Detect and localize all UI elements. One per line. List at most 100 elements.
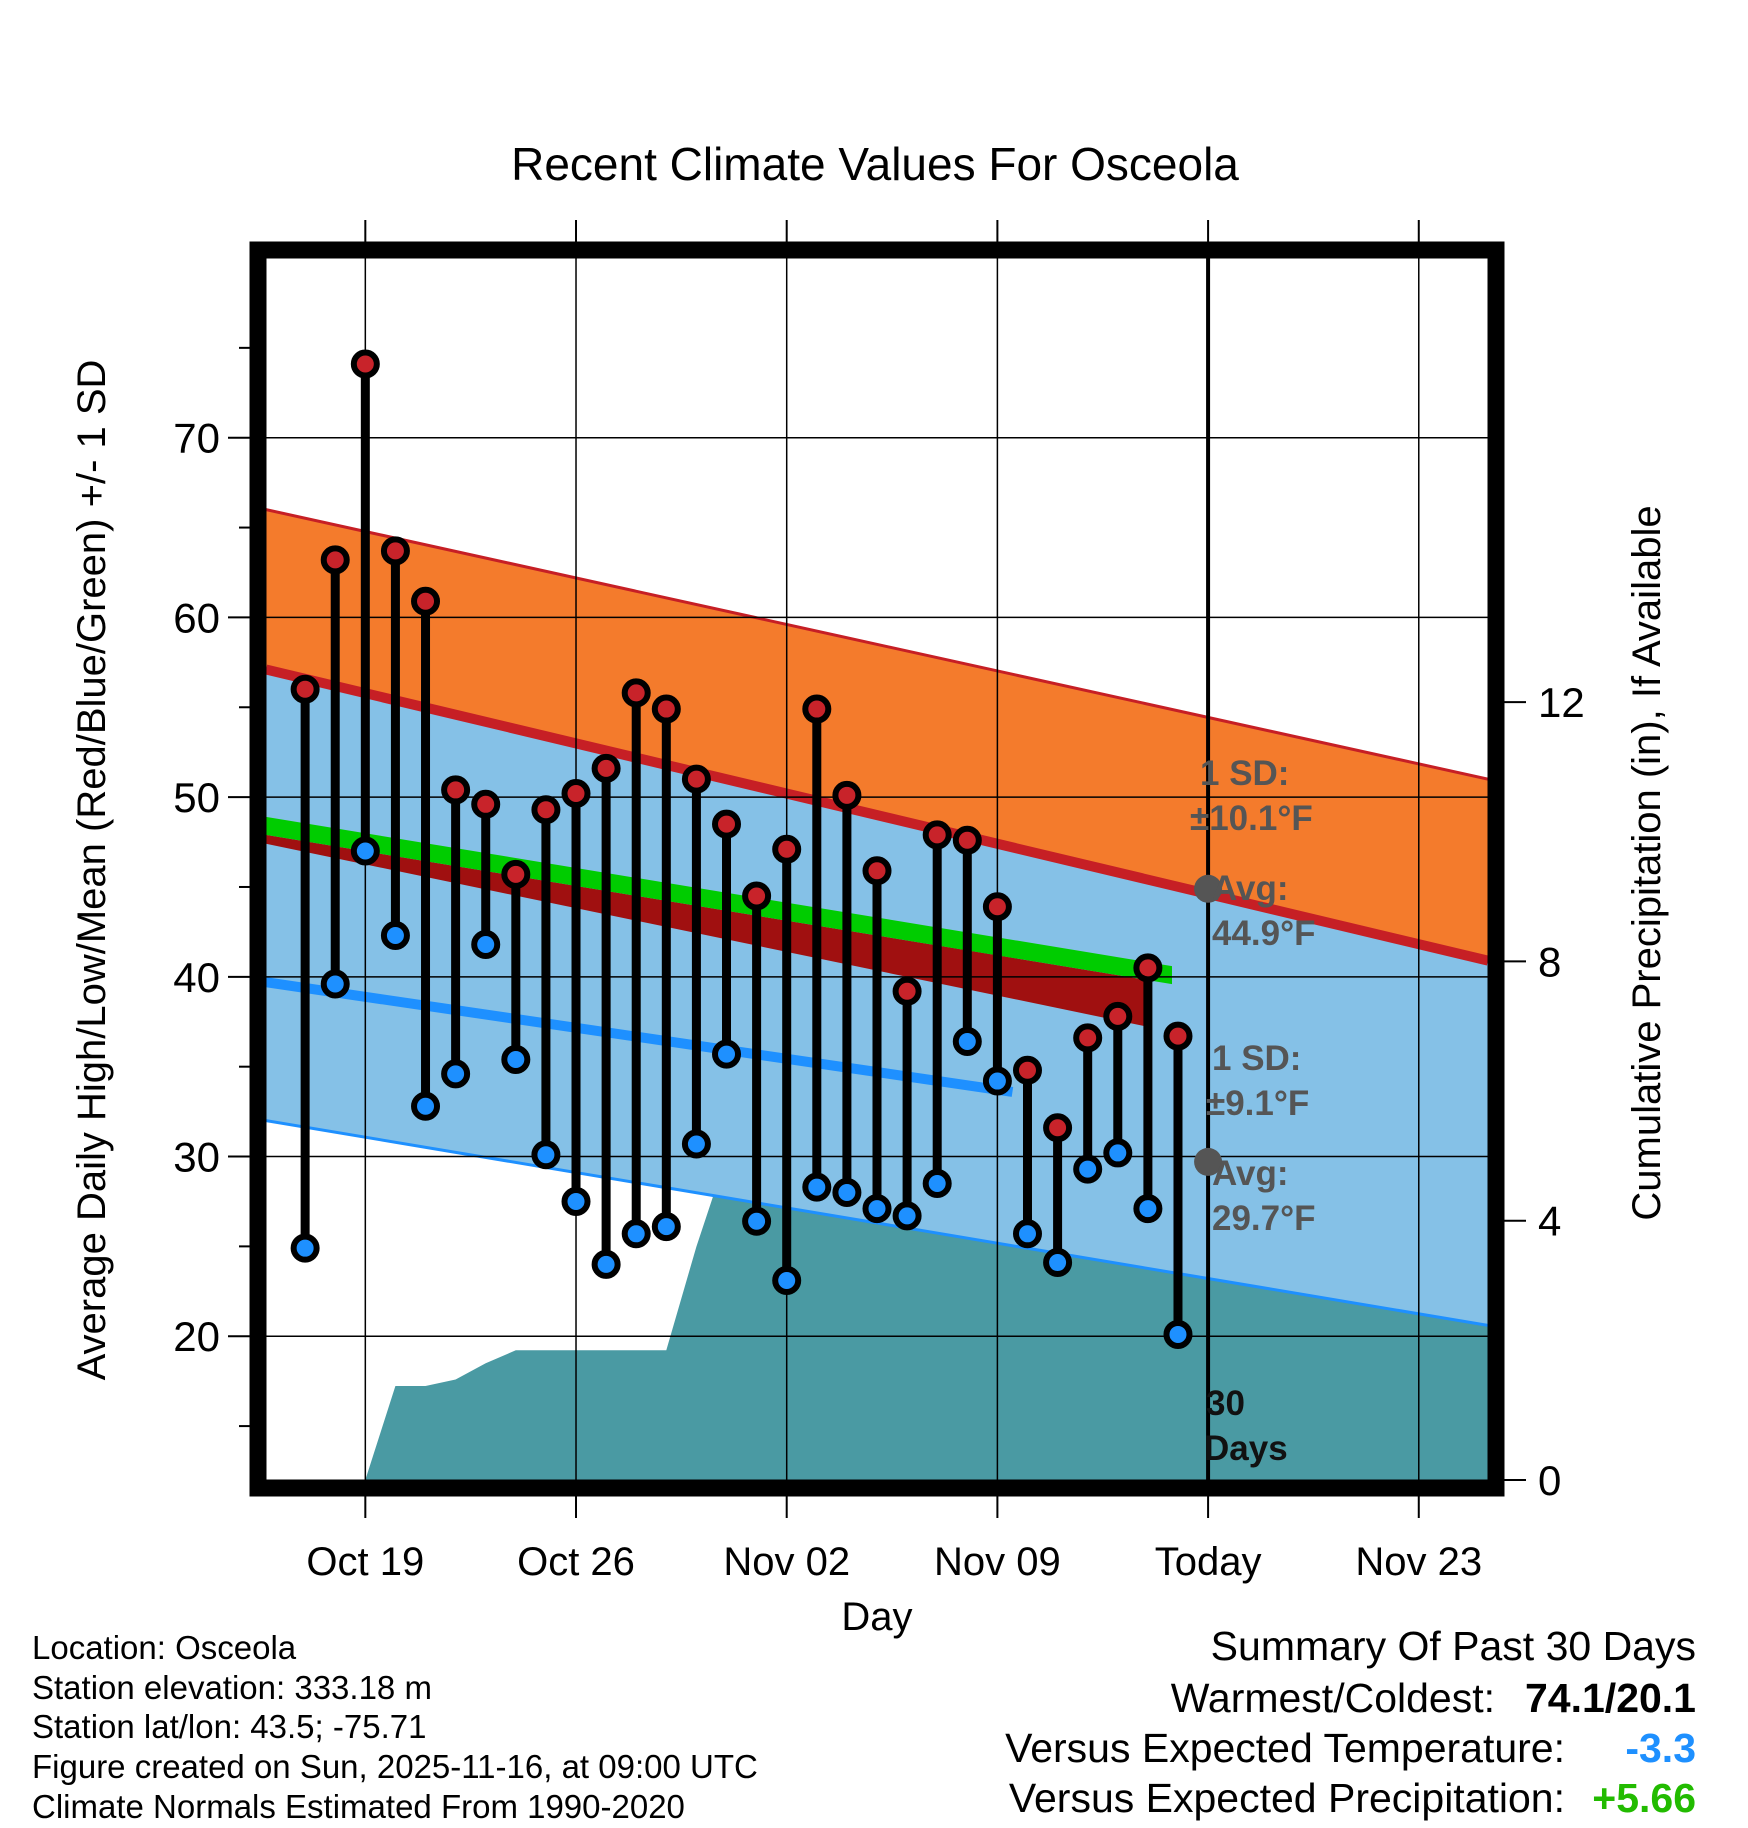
y2-axis-label: Cumulative Precipitation (in), If Availa… bbox=[1625, 505, 1669, 1220]
y-tick-label: 60 bbox=[173, 594, 220, 641]
daily-high-point bbox=[1133, 953, 1163, 983]
daily-low-point bbox=[350, 836, 380, 866]
daily-values bbox=[290, 349, 1193, 1349]
daily-low-point bbox=[892, 1201, 922, 1231]
daily-record bbox=[712, 809, 742, 1069]
info-location: Location: Osceola bbox=[32, 1629, 297, 1666]
daily-record bbox=[441, 775, 471, 1089]
summary-title: Summary Of Past 30 Days bbox=[1211, 1623, 1696, 1669]
daily-high-point bbox=[350, 349, 380, 379]
x-tick-label: Nov 02 bbox=[723, 1540, 850, 1584]
daily-low-point bbox=[712, 1039, 742, 1069]
daily-high-point bbox=[651, 694, 681, 724]
daily-high-point bbox=[772, 834, 802, 864]
info-elevation: Station elevation: 333.18 m bbox=[32, 1669, 432, 1706]
daily-low-point bbox=[1163, 1319, 1193, 1349]
daily-record bbox=[1133, 953, 1163, 1224]
y-tick-label: 70 bbox=[173, 415, 220, 462]
daily-high-point bbox=[621, 678, 651, 708]
daily-low-point bbox=[1073, 1154, 1103, 1184]
x-tick-label: Today bbox=[1155, 1540, 1262, 1584]
daily-record bbox=[742, 881, 772, 1236]
daily-record bbox=[651, 694, 681, 1242]
daily-high-point bbox=[591, 753, 621, 783]
daily-record bbox=[982, 892, 1012, 1096]
low-avg-value: 29.7°F bbox=[1212, 1199, 1316, 1238]
daily-record bbox=[350, 349, 380, 866]
daily-high-point bbox=[712, 809, 742, 839]
summary-precip-label: Versus Expected Precipitation: bbox=[1009, 1775, 1565, 1821]
period-label-days: Days bbox=[1204, 1429, 1288, 1468]
plot-frame bbox=[249, 241, 1505, 1497]
daily-high-point bbox=[1043, 1113, 1073, 1143]
chart-title: Recent Climate Values For Osceola bbox=[511, 138, 1239, 190]
high-sd-value: ±10.1°F bbox=[1190, 799, 1313, 838]
daily-record bbox=[772, 834, 802, 1296]
info-created: Figure created on Sun, 2025-11-16, at 09… bbox=[32, 1748, 758, 1785]
y-axis-label: Average Daily High/Low/Mean (Red/Blue/Gr… bbox=[70, 360, 114, 1381]
daily-low-point bbox=[922, 1168, 952, 1198]
daily-high-point bbox=[802, 694, 832, 724]
daily-high-point bbox=[982, 892, 1012, 922]
period-label-number: 30 bbox=[1206, 1384, 1245, 1423]
daily-high-point bbox=[320, 545, 350, 575]
y2-tick-label: 4 bbox=[1538, 1198, 1561, 1245]
daily-low-point bbox=[742, 1206, 772, 1236]
x-tick-label: Nov 23 bbox=[1355, 1540, 1482, 1584]
daily-record bbox=[1103, 1001, 1133, 1168]
daily-low-point bbox=[952, 1027, 982, 1057]
daily-record bbox=[952, 825, 982, 1057]
daily-record bbox=[561, 779, 591, 1216]
daily-low-point bbox=[1103, 1138, 1133, 1168]
y-tick-label: 30 bbox=[173, 1134, 220, 1181]
daily-high-point bbox=[531, 795, 561, 825]
daily-high-point bbox=[1073, 1023, 1103, 1053]
daily-high-point bbox=[1012, 1055, 1042, 1085]
low-sd-value: ±9.1°F bbox=[1206, 1084, 1309, 1123]
summary-warm-cold-value: 74.1/20.1 bbox=[1525, 1675, 1696, 1721]
summary-temp-value: -3.3 bbox=[1625, 1725, 1696, 1771]
daily-high-point bbox=[862, 856, 892, 886]
daily-record bbox=[1043, 1113, 1073, 1278]
daily-record bbox=[591, 753, 621, 1279]
daily-record bbox=[1073, 1023, 1103, 1184]
daily-low-point bbox=[1133, 1194, 1163, 1224]
daily-low-point bbox=[862, 1194, 892, 1224]
low-sd-label: 1 SD: bbox=[1212, 1039, 1301, 1078]
daily-low-point bbox=[772, 1266, 802, 1296]
y2-tick-label: 0 bbox=[1538, 1457, 1561, 1504]
summary-warm-cold-label: Warmest/Coldest: bbox=[1171, 1675, 1495, 1721]
daily-low-point bbox=[471, 929, 501, 959]
daily-low-point bbox=[591, 1249, 621, 1279]
daily-record bbox=[832, 780, 862, 1207]
daily-low-point bbox=[561, 1186, 591, 1216]
y-tick-label: 20 bbox=[173, 1313, 220, 1360]
daily-record bbox=[892, 976, 922, 1231]
daily-low-point bbox=[982, 1066, 1012, 1096]
daily-record bbox=[320, 545, 350, 999]
axes: 20 30 40 50 60 70 0 4 8 12 Oct 19 Oct 26 Nov 02 Nov 0… bbox=[173, 220, 1585, 1584]
daily-high-point bbox=[892, 976, 922, 1006]
daily-record bbox=[290, 674, 320, 1263]
daily-record bbox=[501, 859, 531, 1074]
daily-low-point bbox=[290, 1233, 320, 1263]
daily-low-point bbox=[621, 1219, 651, 1249]
info-latlon: Station lat/lon: 43.5; -75.71 bbox=[32, 1708, 426, 1745]
daily-low-point bbox=[832, 1177, 862, 1207]
summary-temp-label: Versus Expected Temperature: bbox=[1005, 1725, 1565, 1771]
daily-low-point bbox=[441, 1059, 471, 1089]
daily-high-point bbox=[832, 780, 862, 810]
daily-high-point bbox=[471, 789, 501, 819]
daily-high-point bbox=[561, 779, 591, 809]
daily-record bbox=[1163, 1021, 1193, 1349]
daily-high-point bbox=[380, 536, 410, 566]
x-axis-label: Day bbox=[841, 1595, 912, 1639]
daily-high-point bbox=[411, 586, 441, 616]
mean-band bbox=[266, 816, 1172, 985]
y-tick-label: 50 bbox=[173, 774, 220, 821]
daily-high-point bbox=[952, 825, 982, 855]
y-tick-label: 40 bbox=[173, 954, 220, 1001]
daily-record bbox=[471, 789, 501, 959]
daily-high-point bbox=[922, 820, 952, 850]
